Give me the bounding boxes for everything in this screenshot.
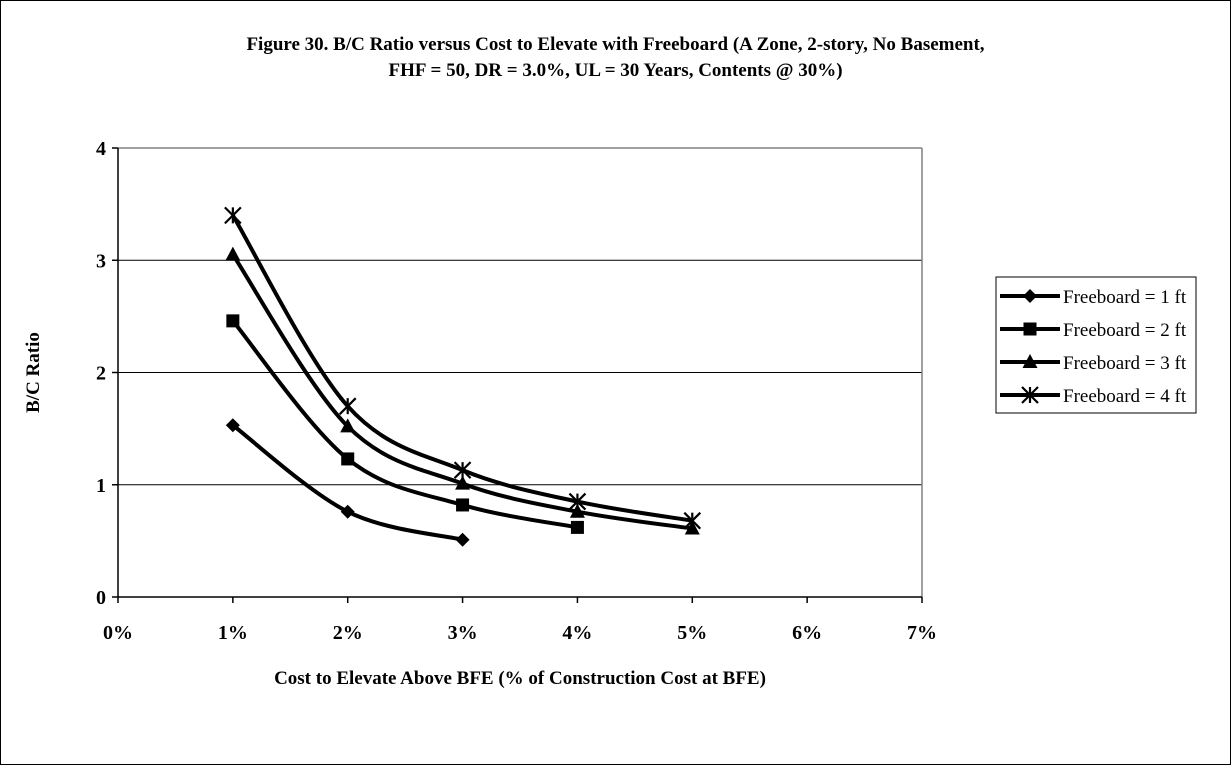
legend-item-3: Freeboard = 3 ft bbox=[1000, 353, 1187, 374]
x-tick-label-5: 5% bbox=[677, 622, 707, 644]
x-tick-label-0: 0% bbox=[103, 622, 133, 644]
y-tick-label-3: 3 bbox=[96, 250, 106, 272]
y-tick-label-0: 0 bbox=[96, 587, 106, 609]
data-point-s4-3 bbox=[453, 461, 472, 479]
x-tick-label-2: 2% bbox=[333, 622, 363, 644]
x-tick-label-3: 3% bbox=[448, 622, 478, 644]
data-point-s1-1 bbox=[225, 418, 240, 433]
y-tick-label-1: 1 bbox=[96, 475, 106, 497]
x-tick-label-4: 4% bbox=[562, 622, 592, 644]
labels-layer: 0 1 2 3 4 0% 1% 2% 3% 4% 5% 6% 7% Cost to Elevate Abo… bbox=[23, 138, 937, 689]
legend-marker-3 bbox=[1022, 354, 1038, 368]
series-line-2 bbox=[231, 319, 578, 530]
data-point-s3-2 bbox=[340, 418, 356, 433]
x-tick-label-6: 6% bbox=[792, 622, 822, 644]
x-axis-label: Cost to Elevate Above BFE (% of Construc… bbox=[274, 668, 766, 689]
axes-layer bbox=[112, 147, 923, 603]
data-point-s4-4 bbox=[568, 492, 587, 511]
data-point-s3-1 bbox=[225, 246, 241, 261]
x-tick-label-1: 1% bbox=[218, 622, 248, 644]
legend-marker-2 bbox=[1023, 322, 1037, 336]
series-layer bbox=[224, 206, 702, 547]
data-point-s4-2 bbox=[338, 397, 357, 415]
legend-item-4: Freeboard = 4 ft bbox=[1000, 386, 1187, 407]
legend-label-3: Freeboard = 3 ft bbox=[1063, 353, 1187, 374]
x-tick-label-7: 7% bbox=[907, 622, 937, 644]
legend-label-1: Freeboard = 1 ft bbox=[1063, 287, 1187, 308]
chart-title-line-1: Figure 30. B/C Ratio versus Cost to Elev… bbox=[246, 34, 985, 55]
data-point-s2-1 bbox=[226, 314, 240, 328]
data-point-s2-3 bbox=[456, 498, 470, 512]
data-point-s2-2 bbox=[341, 452, 355, 466]
y-tick-label-2: 2 bbox=[96, 363, 106, 385]
series-freeboard-3 bbox=[225, 246, 700, 535]
series-line-1 bbox=[231, 423, 464, 542]
series-freeboard-2 bbox=[226, 314, 584, 534]
chart-title: Figure 30. B/C Ratio versus Cost to Elev… bbox=[0, 32, 1231, 84]
data-point-s1-2 bbox=[340, 504, 355, 519]
series-line-3 bbox=[231, 253, 693, 531]
y-axis-label: B/C Ratio bbox=[23, 332, 44, 413]
data-point-s1-3 bbox=[455, 532, 470, 547]
legend-marker-4 bbox=[1021, 386, 1039, 404]
data-point-s4-1 bbox=[224, 206, 242, 225]
legend-item-2: Freeboard = 2 ft bbox=[1000, 320, 1187, 341]
grid-layer bbox=[118, 147, 923, 597]
legend-label-2: Freeboard = 2 ft bbox=[1063, 320, 1187, 341]
data-point-s3-3 bbox=[455, 475, 471, 490]
y-tick-label-4: 4 bbox=[96, 138, 106, 160]
chart-title-line-2: FHF = 50, DR = 3.0%, UL = 30 Years, Cont… bbox=[388, 60, 843, 81]
data-point-s3-4 bbox=[569, 503, 585, 518]
legend-marker-1 bbox=[1023, 289, 1037, 303]
series-freeboard-4 bbox=[224, 206, 702, 530]
legend-item-1: Freeboard = 1 ft bbox=[1000, 287, 1187, 308]
legend-label-4: Freeboard = 4 ft bbox=[1063, 386, 1187, 407]
series-freeboard-1 bbox=[225, 418, 470, 547]
series-line-4 bbox=[231, 214, 693, 523]
data-point-s4-5 bbox=[683, 511, 702, 530]
data-point-s2-4 bbox=[570, 520, 584, 534]
legend: Freeboard = 1 ft Freeboard = 2 ft Freeboar… bbox=[995, 276, 1197, 414]
